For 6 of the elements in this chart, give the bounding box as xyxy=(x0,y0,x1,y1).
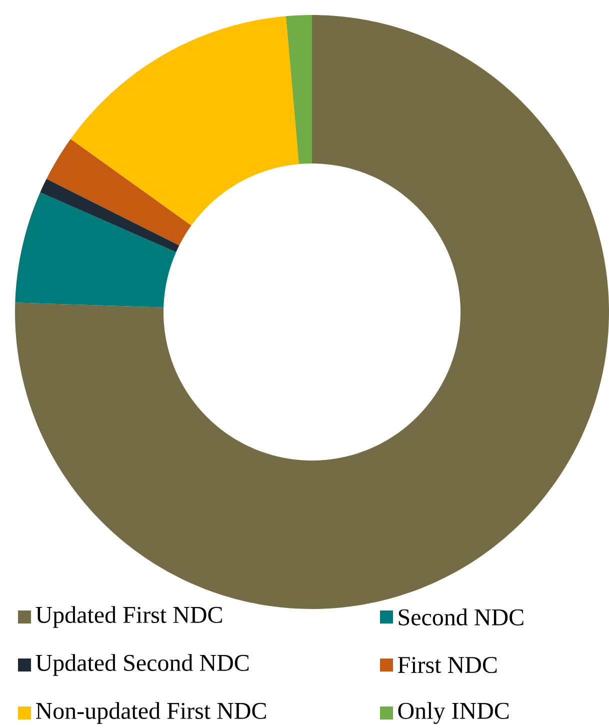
legend-label: Updated First NDC xyxy=(36,606,222,628)
legend-label: Non-updated First NDC xyxy=(36,702,266,724)
legend-label: Only INDC xyxy=(398,702,509,724)
legend-label: Updated Second NDC xyxy=(36,654,249,676)
legend-label: First NDC xyxy=(398,656,497,674)
legend-label: Second NDC xyxy=(398,608,524,626)
